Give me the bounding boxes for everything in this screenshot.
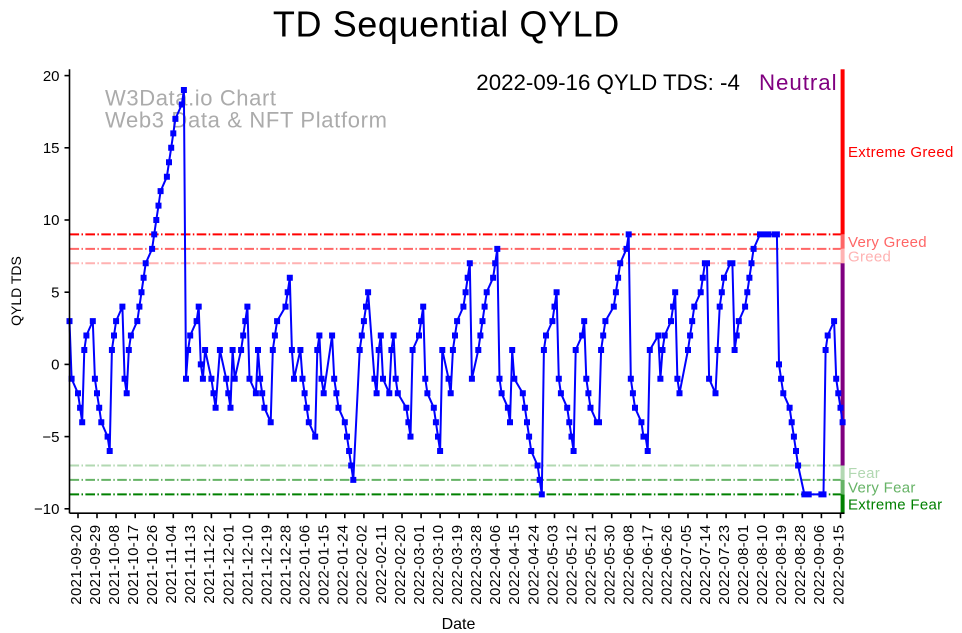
svg-text:2022-01-06: 2022-01-06: [297, 525, 314, 605]
svg-text:2022-05-30: 2022-05-30: [602, 525, 619, 605]
svg-text:2022-08-28: 2022-08-28: [792, 525, 809, 605]
svg-text:2022-04-06: 2022-04-06: [487, 525, 504, 605]
svg-text:2021-11-13: 2021-11-13: [182, 525, 199, 604]
svg-text:Web3 Data & NFT Platform: Web3 Data & NFT Platform: [105, 107, 388, 132]
svg-text:2021-09-29: 2021-09-29: [87, 525, 104, 605]
svg-text:QYLD TDS: QYLD TDS: [8, 256, 24, 326]
svg-text:2022-02-20: 2022-02-20: [392, 525, 409, 605]
svg-text:2022-09-06: 2022-09-06: [811, 525, 828, 605]
svg-text:Date: Date: [442, 616, 476, 633]
svg-text:2022-03-19: 2022-03-19: [449, 525, 466, 605]
svg-text:Extreme Fear: Extreme Fear: [848, 497, 942, 514]
svg-text:2021-12-10: 2021-12-10: [239, 525, 256, 605]
svg-text:2022-07-05: 2022-07-05: [678, 525, 695, 605]
svg-text:2022-03-01: 2022-03-01: [411, 525, 428, 605]
svg-text:2022-05-21: 2022-05-21: [582, 525, 599, 605]
svg-text:2022-04-15: 2022-04-15: [506, 525, 523, 605]
svg-text:2021-09-20: 2021-09-20: [68, 525, 85, 605]
svg-text:−10: −10: [34, 501, 59, 518]
svg-text:2022-02-02: 2022-02-02: [354, 525, 371, 605]
svg-text:2022-05-12: 2022-05-12: [563, 525, 580, 605]
svg-text:5: 5: [51, 284, 59, 301]
svg-text:2022-02-11: 2022-02-11: [373, 525, 390, 604]
svg-text:0: 0: [51, 357, 59, 374]
svg-text:2021-10-26: 2021-10-26: [144, 525, 161, 605]
svg-text:2021-12-01: 2021-12-01: [220, 525, 237, 605]
svg-text:W3Data.io Chart: W3Data.io Chart: [105, 85, 277, 110]
svg-text:20: 20: [43, 68, 60, 85]
svg-text:2021-12-28: 2021-12-28: [278, 525, 295, 605]
svg-text:Fear: Fear: [848, 465, 880, 482]
svg-text:2022-04-24: 2022-04-24: [525, 525, 542, 605]
svg-text:2021-10-17: 2021-10-17: [125, 525, 142, 605]
svg-text:2022-08-10: 2022-08-10: [754, 525, 771, 605]
svg-text:Neutral: Neutral: [759, 70, 838, 95]
svg-text:2021-11-04: 2021-11-04: [163, 525, 180, 604]
svg-text:2021-11-22: 2021-11-22: [201, 525, 218, 604]
svg-text:2022-06-08: 2022-06-08: [621, 525, 638, 605]
svg-text:2022-07-14: 2022-07-14: [697, 525, 714, 605]
svg-text:2021-12-19: 2021-12-19: [258, 525, 275, 605]
svg-text:Very Fear: Very Fear: [848, 479, 916, 496]
svg-text:2022-03-10: 2022-03-10: [430, 525, 447, 605]
svg-text:TD Sequential QYLD: TD Sequential QYLD: [273, 3, 620, 44]
svg-text:2022-01-24: 2022-01-24: [335, 525, 352, 605]
svg-text:2022-01-15: 2022-01-15: [316, 525, 333, 605]
svg-text:2022-08-01: 2022-08-01: [735, 525, 752, 605]
svg-text:2022-03-28: 2022-03-28: [468, 525, 485, 605]
svg-text:2022-08-19: 2022-08-19: [773, 525, 790, 605]
svg-text:2022-06-26: 2022-06-26: [659, 525, 676, 605]
svg-text:−5: −5: [42, 429, 59, 446]
svg-text:Very Greed: Very Greed: [848, 234, 927, 251]
svg-text:15: 15: [43, 140, 60, 157]
svg-text:2022-06-17: 2022-06-17: [640, 525, 657, 605]
svg-text:2022-07-23: 2022-07-23: [716, 525, 733, 605]
svg-text:10: 10: [43, 212, 60, 229]
svg-text:2022-09-16 QYLD TDS: -4: 2022-09-16 QYLD TDS: -4: [476, 70, 740, 95]
svg-text:2021-10-08: 2021-10-08: [106, 525, 123, 605]
svg-text:Extreme Greed: Extreme Greed: [848, 144, 954, 161]
svg-text:2022-05-03: 2022-05-03: [544, 525, 561, 605]
svg-text:2022-09-15: 2022-09-15: [830, 525, 847, 605]
svg-text:Greed: Greed: [848, 248, 891, 265]
